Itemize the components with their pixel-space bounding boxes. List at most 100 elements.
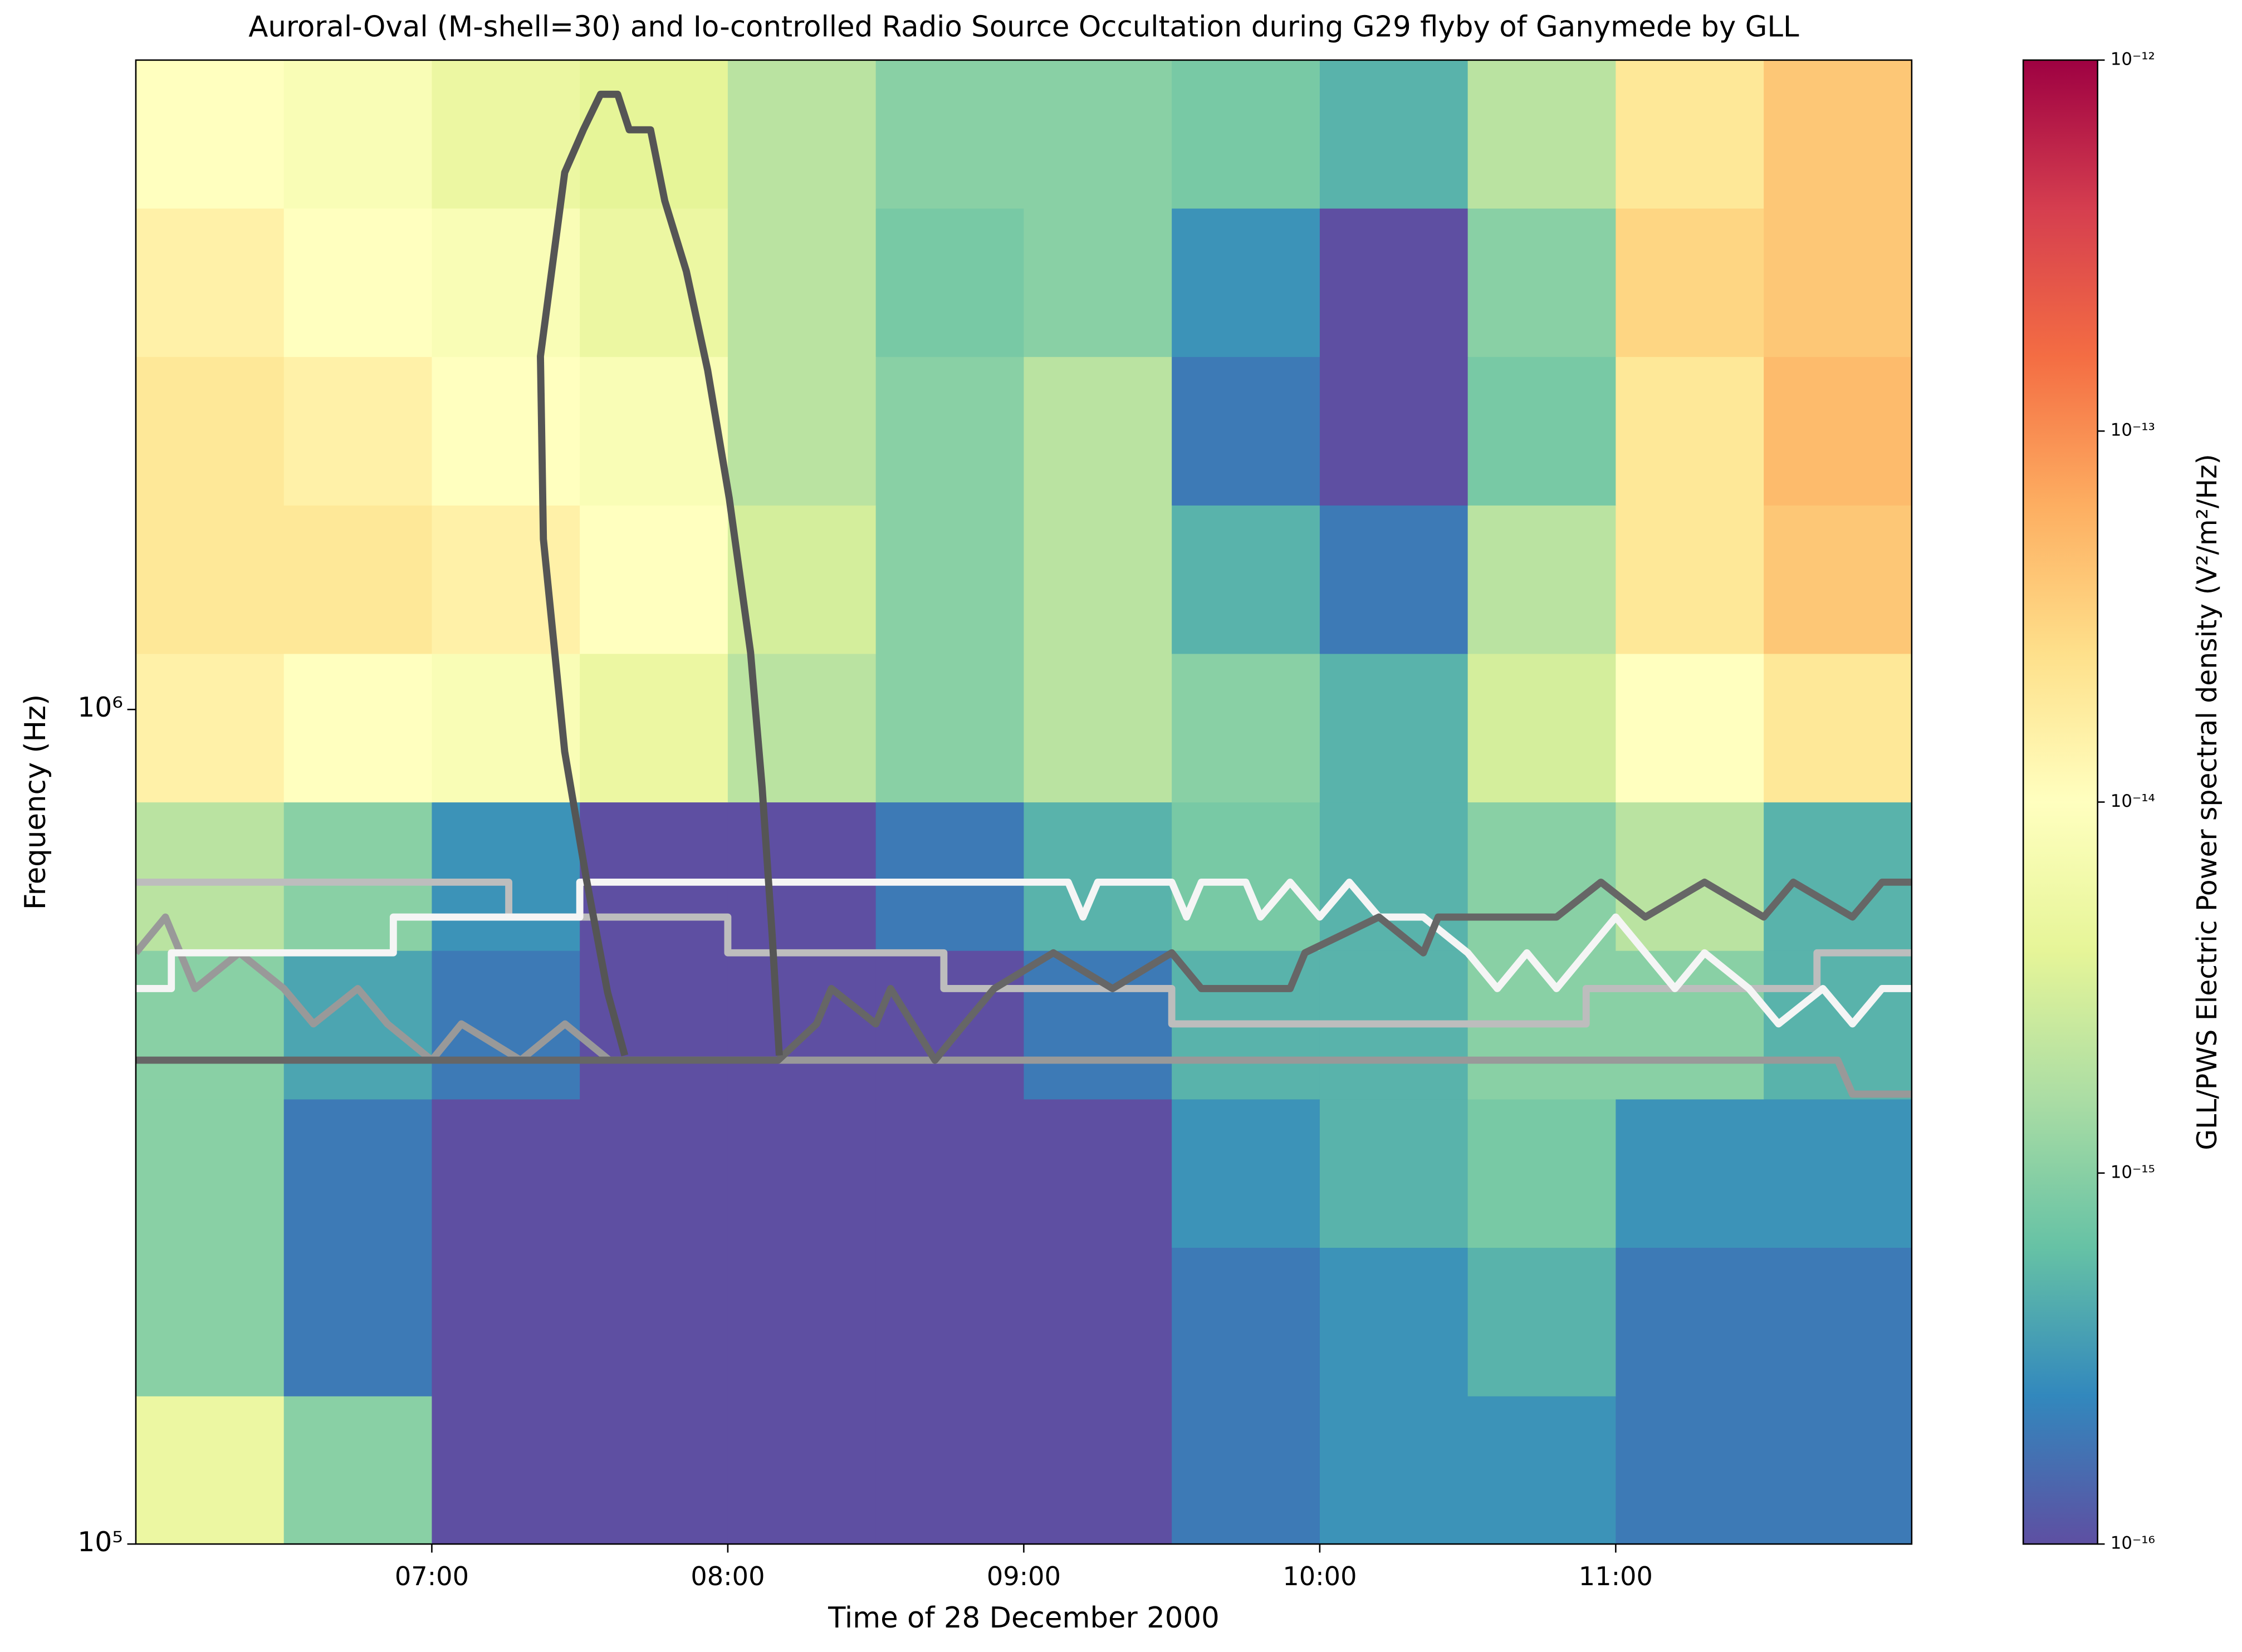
heatmap-cell [283,1099,433,1248]
heatmap-cell [727,1395,877,1545]
colorbar-tick-label: 10⁻¹² [2111,49,2155,69]
heatmap-cell [1467,801,1617,951]
heatmap-cell [875,60,1025,209]
heatmap-cell [580,653,729,803]
heatmap-cell [283,208,433,357]
x-tick-label: 10:00 [1282,1561,1357,1591]
heatmap-cell [1319,653,1468,803]
heatmap-cell [1764,1247,1912,1396]
heatmap-cell [1764,208,1912,357]
heatmap-cell [1616,1247,1765,1396]
heatmap-cell [727,356,877,506]
heatmap-cell [875,950,1025,1100]
heatmap-cell [1764,504,1912,654]
heatmap-cell [135,60,285,209]
heatmap-cell [580,208,729,357]
colorbar-tick-label: 10⁻¹³ [2111,420,2155,440]
heatmap-cell [432,950,581,1100]
x-axis-label: Time of 28 December 2000 [828,1601,1220,1635]
heatmap-cell [135,504,285,654]
heatmap-cell [1172,801,1321,951]
heatmap-cell [875,1099,1025,1248]
heatmap-cell [1319,1247,1468,1396]
heatmap-cell [1764,950,1912,1100]
heatmap-cell [135,1099,285,1248]
heatmap-cell [727,801,877,951]
heatmap-cell [135,356,285,506]
heatmap-cell [875,801,1025,951]
heatmap-cell [1024,1395,1173,1545]
heatmap-cell [283,60,433,209]
heatmap-cell [875,1247,1025,1396]
colorbar-label: GLL/PWS Electric Power spectral density … [2191,454,2223,1150]
heatmap-cell [1024,801,1173,951]
y-axis-label: Frequency (Hz) [19,694,52,910]
heatmap-cell [1172,1099,1321,1248]
heatmap-cell [727,1099,877,1248]
heatmap-cell [135,1395,285,1545]
heatmap-cell [727,950,877,1100]
heatmap-cell [875,208,1025,357]
heatmap-cell [1467,60,1617,209]
heatmap-cell [1467,1247,1617,1396]
heatmap-cell [1172,208,1321,357]
heatmap-cell [1764,1395,1912,1545]
heatmap-cell [283,1395,433,1545]
occultation-line [135,878,1912,1064]
heatmap-cell [1319,1395,1468,1545]
heatmap-cell [1172,653,1321,803]
x-tick-label: 11:00 [1579,1561,1653,1591]
heatmap-cell [1024,504,1173,654]
colorbar-tick-label: 10⁻¹⁶ [2111,1533,2155,1553]
heatmap-cell [580,1395,729,1545]
x-tick-label: 09:00 [987,1561,1061,1591]
heatmap-cell [1319,208,1468,357]
heatmap-cell [1616,60,1765,209]
heatmap-cell [432,356,581,506]
heatmap-cell [727,504,877,654]
heatmap-cell [727,1247,877,1396]
heatmap-cell [1172,504,1321,654]
heatmap-cell [1467,1395,1617,1545]
heatmap-cell [1467,208,1617,357]
colorbar-tick-label: 10⁻¹⁴ [2111,791,2155,811]
heatmap-cell [1024,1099,1173,1248]
heatmap-cell [1616,208,1765,357]
colorbar-tick-label: 10⁻¹⁵ [2111,1162,2155,1182]
heatmap-cell [1616,356,1765,506]
heatmap-cell [1764,60,1912,209]
heatmap-cell [432,1395,581,1545]
heatmap-cell [1764,356,1912,506]
heatmap-cell [1616,1099,1765,1248]
heatmap-cell [432,504,581,654]
axes: 07:00 08:00 09:00 10:00 11:00 10⁵ 10⁶ 10⁻¹⁶ 10⁻¹… [77,49,2155,1591]
heatmap-cell [875,653,1025,803]
heatmap-cell [875,356,1025,506]
heatmap-cell [432,60,581,209]
heatmap-cell [727,208,877,357]
heatmap-cell [283,801,433,951]
heatmap-cell [1616,801,1765,951]
heatmap-cell [1319,1099,1468,1248]
heatmap-cell [1024,653,1173,803]
occultation-line [537,90,783,1057]
heatmap-cell [1172,1247,1321,1396]
heatmap-cell [1172,1395,1321,1545]
heatmap-cell [1172,60,1321,209]
heatmap-cell [1616,653,1765,803]
x-tick-label: 07:00 [395,1561,469,1591]
heatmap-cell [875,1395,1025,1545]
heatmap-cell [283,356,433,506]
heatmap-cell [1024,1247,1173,1396]
heatmap-cell [283,1247,433,1396]
heatmap-cell [432,801,581,951]
heatmap-cell [1319,60,1468,209]
heatmap-cell [135,1247,285,1396]
heatmap-cell [1764,801,1912,951]
heatmap-cell [1616,1395,1765,1545]
heatmap-cell [1024,60,1173,209]
x-tick-label: 08:00 [691,1561,765,1591]
heatmap-cell [135,653,285,803]
y-tick-label: 10⁵ [77,1526,123,1558]
